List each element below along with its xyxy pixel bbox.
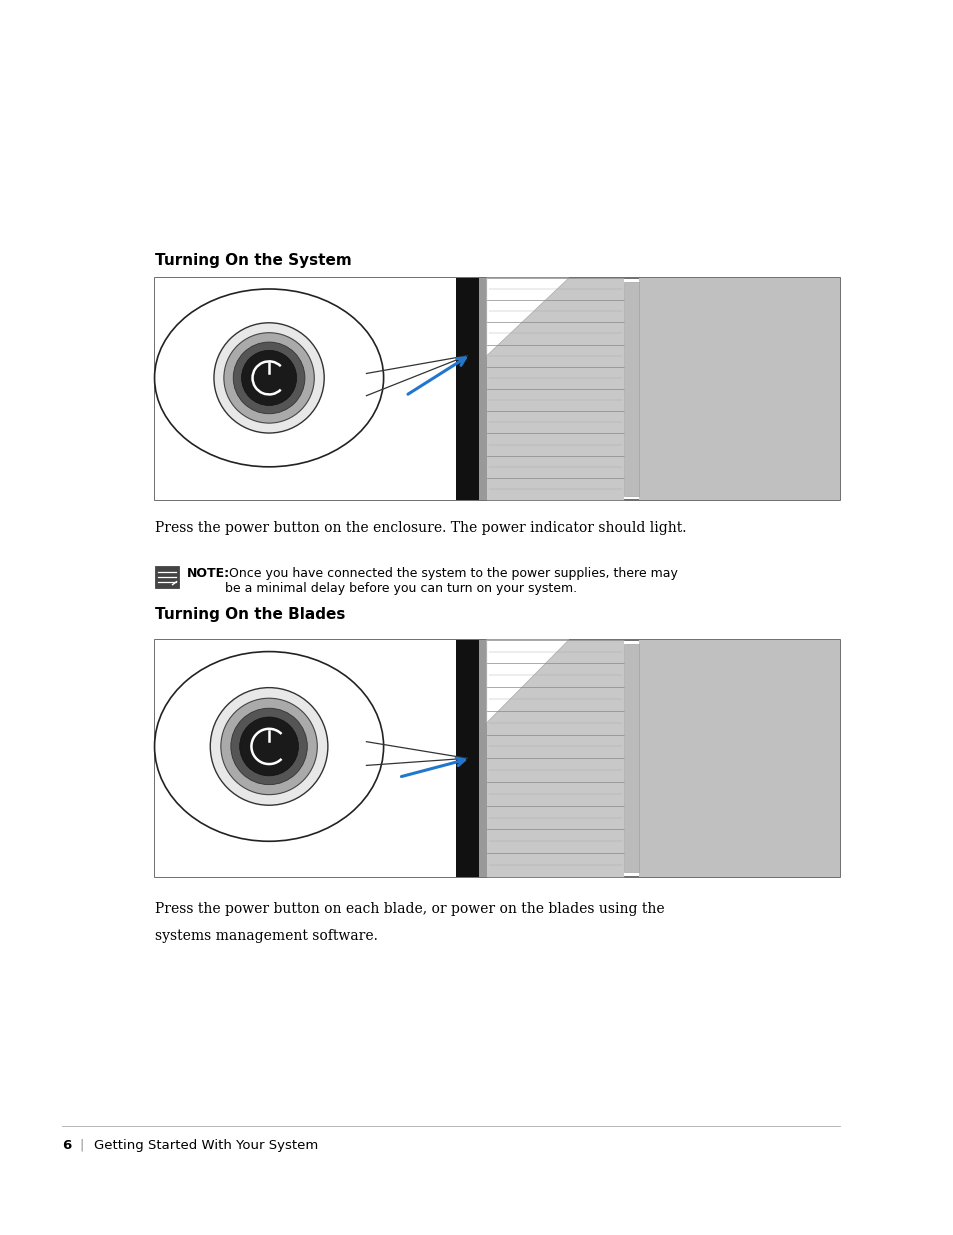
Text: Turning On the System: Turning On the System: [154, 253, 351, 268]
Text: Once you have connected the system to the power supplies, there may
be a minimal: Once you have connected the system to th…: [224, 567, 677, 594]
Text: |: |: [80, 1139, 84, 1152]
Text: Getting Started With Your System: Getting Started With Your System: [93, 1139, 317, 1152]
Bar: [623, 283, 639, 495]
Bar: [623, 645, 639, 872]
Bar: [154, 278, 839, 500]
Circle shape: [224, 332, 314, 424]
Bar: [154, 640, 839, 877]
Ellipse shape: [154, 652, 383, 841]
Text: NOTE:: NOTE:: [187, 567, 230, 579]
Bar: [486, 278, 623, 500]
Polygon shape: [486, 278, 568, 356]
Ellipse shape: [154, 289, 383, 467]
Text: Press the power button on the enclosure. The power indicator should light.: Press the power button on the enclosure.…: [154, 521, 685, 535]
Polygon shape: [486, 640, 568, 722]
Text: Turning On the Blades: Turning On the Blades: [154, 608, 345, 622]
Circle shape: [213, 322, 324, 433]
Circle shape: [221, 698, 317, 794]
Circle shape: [233, 342, 305, 414]
Text: Press the power button on each blade, or power on the blades using the: Press the power button on each blade, or…: [154, 902, 663, 915]
Bar: [154, 566, 178, 588]
Text: systems management software.: systems management software.: [154, 929, 377, 942]
Bar: [154, 278, 456, 500]
Circle shape: [241, 351, 296, 405]
Bar: [639, 640, 839, 877]
Bar: [456, 278, 478, 500]
Bar: [478, 278, 486, 500]
Bar: [486, 640, 623, 877]
Circle shape: [231, 708, 307, 784]
Text: 6: 6: [62, 1139, 71, 1152]
Circle shape: [239, 718, 298, 776]
Bar: [639, 278, 839, 500]
Bar: [478, 640, 486, 877]
Circle shape: [210, 688, 328, 805]
Bar: [456, 640, 478, 877]
Bar: [154, 640, 456, 877]
